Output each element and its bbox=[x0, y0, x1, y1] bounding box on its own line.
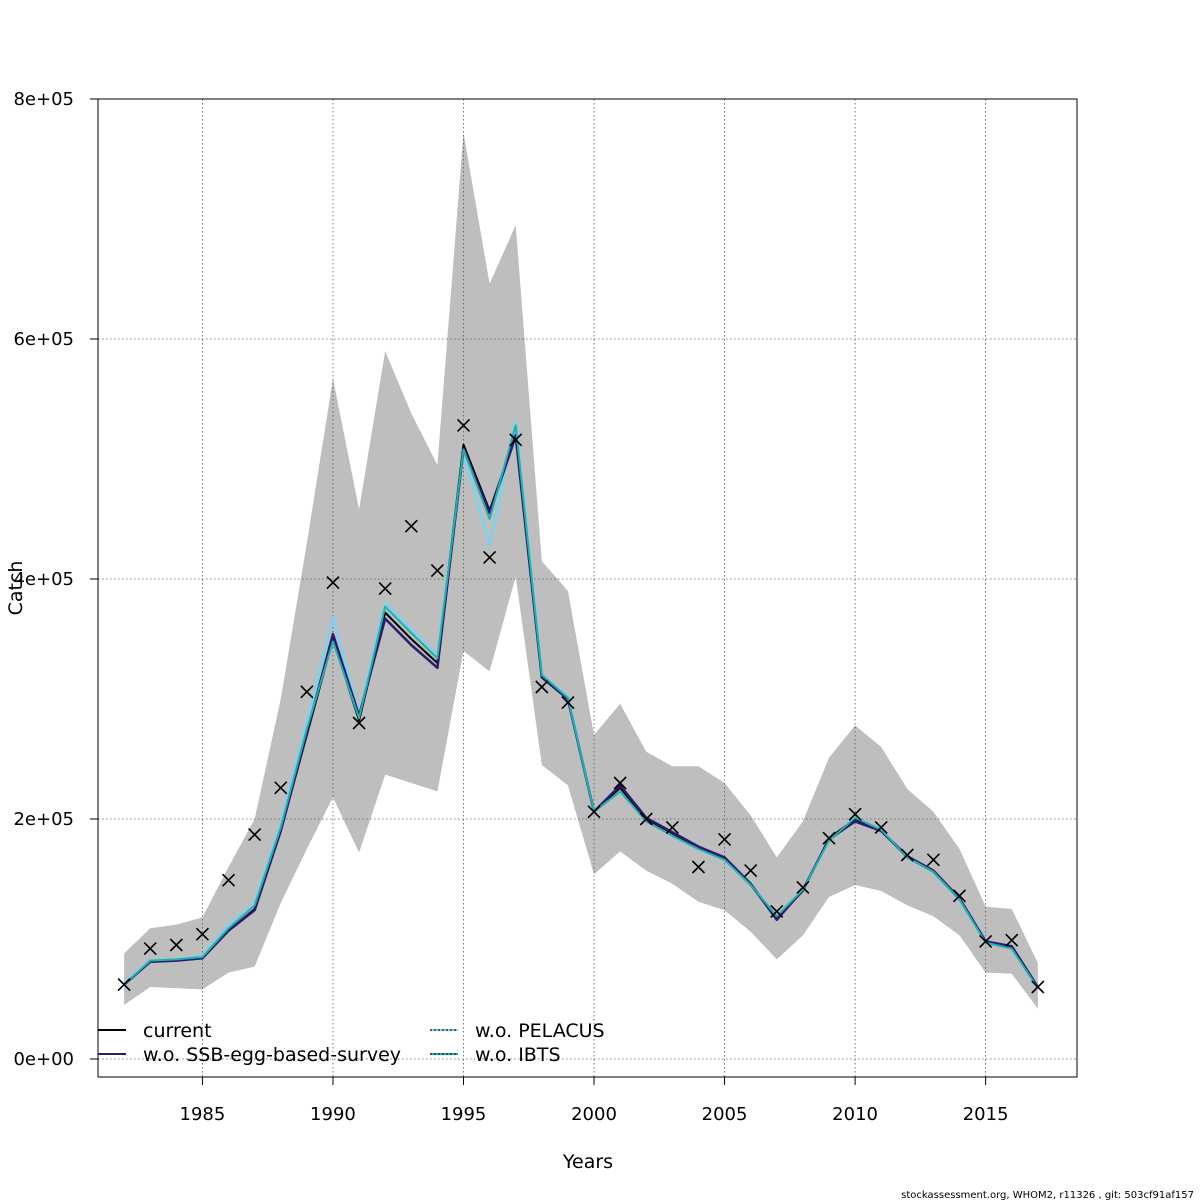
y-tick-label: 0e+00 bbox=[13, 1049, 74, 1070]
legend-label-w-o-ibts: w.o. IBTS bbox=[475, 1044, 561, 1066]
observation-marker bbox=[926, 853, 940, 867]
legend-label-w-o-pelacus: w.o. PELACUS bbox=[475, 1020, 605, 1042]
observation-marker bbox=[483, 550, 497, 564]
observation-marker bbox=[117, 978, 131, 992]
observation-marker bbox=[848, 807, 862, 821]
series-line-w-o-ibts bbox=[123, 424, 1039, 989]
x-tick-label: 2010 bbox=[832, 1104, 878, 1125]
observation-marker bbox=[796, 880, 810, 894]
observation-marker bbox=[717, 832, 732, 846]
observation-marker bbox=[404, 519, 418, 533]
observation-marker bbox=[326, 576, 340, 590]
x-tick-label: 2005 bbox=[702, 1104, 748, 1125]
observation-marker bbox=[535, 680, 549, 694]
observation-marker bbox=[143, 942, 157, 956]
observation-marker bbox=[587, 805, 601, 819]
x-tick-label: 2000 bbox=[571, 1104, 617, 1125]
series-layer bbox=[123, 420, 1040, 990]
observation-marker bbox=[248, 828, 262, 842]
observation-marker bbox=[378, 582, 392, 596]
observation-marker bbox=[691, 860, 706, 874]
confidence-band bbox=[124, 132, 1038, 1009]
observation-marker bbox=[613, 776, 627, 790]
observation-marker bbox=[665, 820, 679, 834]
observation-markers bbox=[117, 418, 1045, 994]
legend-label-w-o-ssb-egg-based-survey: w.o. SSB-egg-based-survey bbox=[143, 1044, 401, 1066]
observation-marker bbox=[822, 831, 836, 845]
x-tick-label: 1990 bbox=[310, 1104, 356, 1125]
y-tick-label: 4e+05 bbox=[13, 569, 74, 590]
observation-marker bbox=[900, 848, 914, 862]
observation-marker bbox=[195, 927, 209, 941]
y-axis-title: Catch bbox=[5, 561, 27, 616]
observation-marker bbox=[770, 904, 784, 918]
observation-marker bbox=[744, 864, 758, 878]
x-tick-label: 2015 bbox=[963, 1104, 1009, 1125]
observation-marker bbox=[169, 938, 183, 952]
observation-marker bbox=[639, 812, 653, 826]
legend-label-current: current bbox=[143, 1020, 212, 1042]
plot-frame bbox=[97, 98, 1078, 1078]
footer-caption: stockassessment.org, WHOM2, r11326 , git… bbox=[901, 1190, 1194, 1200]
observation-marker bbox=[274, 781, 288, 795]
observation-marker bbox=[1031, 980, 1045, 994]
observation-marker bbox=[952, 889, 967, 903]
axes: 1985 1990 1995 2000 2005 2010 2015 0e+00 2e+05 4e… bbox=[13, 89, 1008, 1125]
x-axis-title: Years bbox=[562, 1151, 613, 1173]
observation-marker bbox=[352, 716, 366, 730]
y-tick-label: 6e+05 bbox=[13, 329, 74, 350]
y-tick-label: 8e+05 bbox=[13, 89, 74, 110]
observation-marker bbox=[456, 418, 471, 432]
observation-marker bbox=[430, 564, 444, 578]
observation-marker bbox=[874, 820, 888, 834]
observation-marker bbox=[300, 685, 314, 699]
observation-marker bbox=[221, 873, 236, 887]
x-tick-label: 1985 bbox=[180, 1104, 226, 1125]
observation-marker bbox=[1005, 933, 1019, 947]
y-tick-label: 2e+05 bbox=[13, 809, 74, 830]
observation-marker bbox=[979, 934, 993, 948]
observation-marker bbox=[561, 696, 575, 710]
x-tick-label: 1995 bbox=[441, 1104, 487, 1125]
confidence-band-layer bbox=[124, 132, 1038, 1009]
observation-marker bbox=[509, 433, 523, 447]
